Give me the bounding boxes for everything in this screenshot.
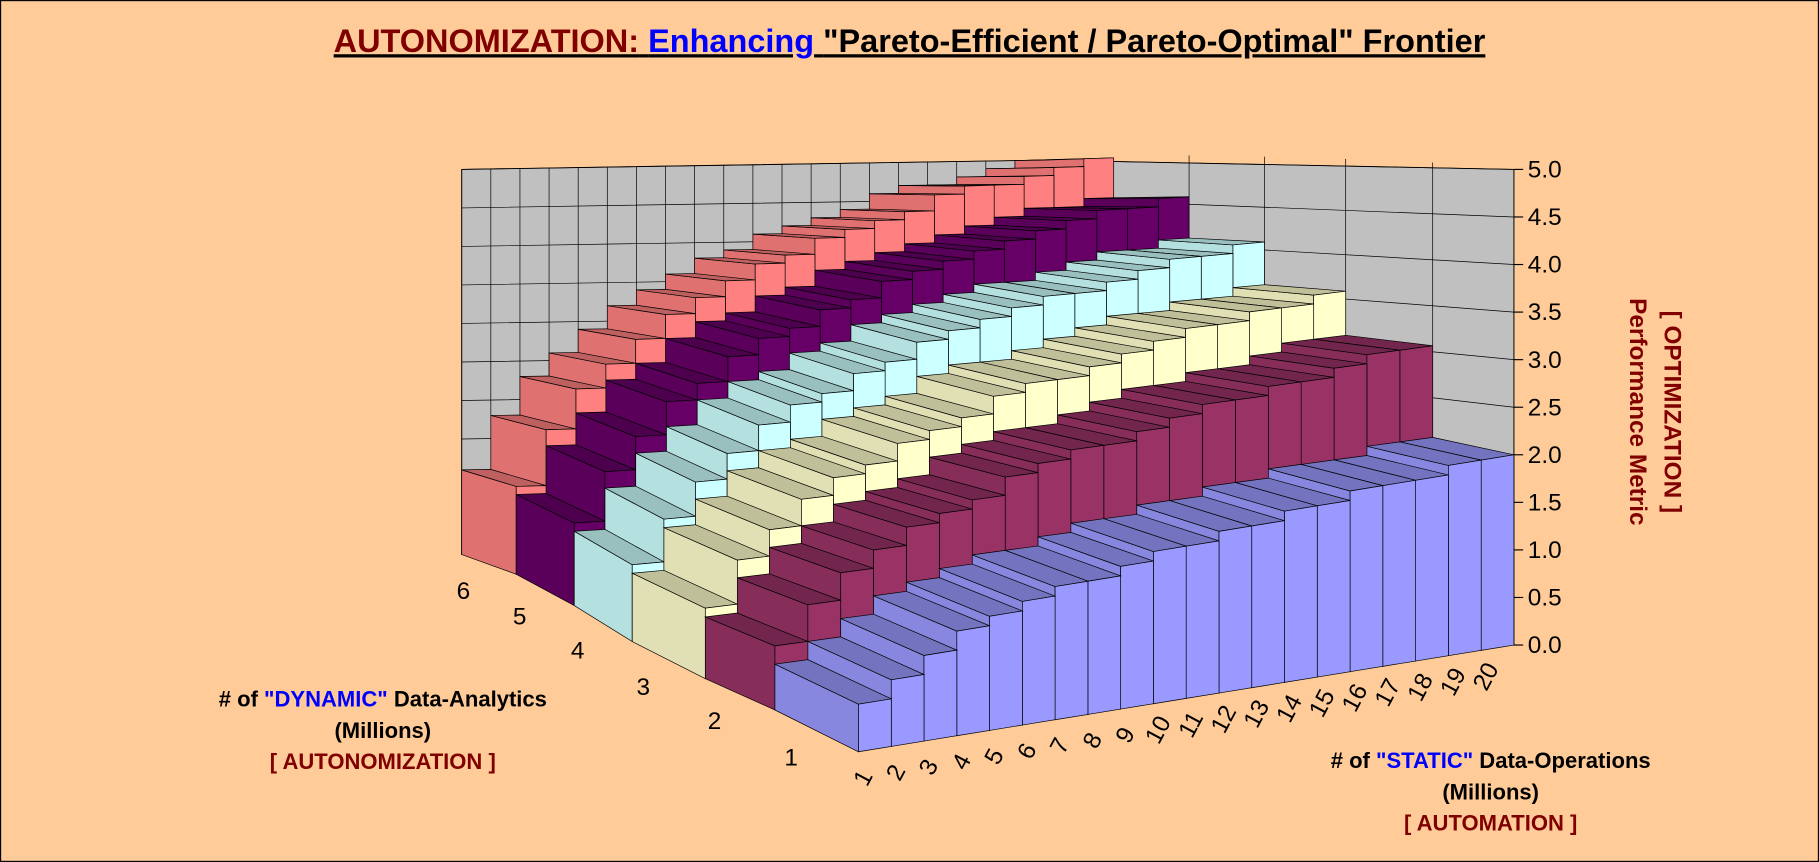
depth-tick-label: 6: [457, 578, 471, 605]
depth-tick-label: 1: [784, 745, 798, 772]
y-axis-label: Performance Metric: [1624, 298, 1651, 525]
y-axis-label: [ OPTIMIZATION ]: [1659, 311, 1686, 514]
x-axis-label-part: "STATIC": [1376, 748, 1473, 773]
depth-axis-label: [ AUTONOMIZATION ]: [270, 749, 496, 774]
bar-front: [923, 649, 958, 742]
y-tick-label: 1.5: [1528, 489, 1562, 516]
depth-tick-label: 5: [513, 604, 527, 631]
x-axis-label: [ AUTOMATION ]: [1404, 811, 1577, 836]
chart-title-part: Enhancing: [648, 23, 814, 59]
bar-front: [989, 610, 1023, 731]
y-tick-label: 0.5: [1528, 585, 1562, 612]
bar-front: [956, 625, 990, 737]
y-tick-label: 1.0: [1528, 537, 1562, 564]
depth-tick-label: 2: [708, 708, 722, 735]
y-tick-label: 4.0: [1528, 252, 1562, 279]
depth-axis-label: # of "DYNAMIC" Data-Analytics: [219, 687, 547, 712]
bar-front: [1448, 459, 1482, 657]
bar-front: [1153, 545, 1187, 705]
chart-title-part: "Pareto-Efficient / Pareto-Optimal" Fron…: [823, 23, 1486, 59]
depth-axis-label-part: [ AUTONOMIZATION ]: [270, 749, 496, 774]
bar-front: [858, 698, 892, 753]
x-axis-label-part: Data-Operations: [1479, 748, 1650, 773]
bar-front: [1087, 575, 1121, 715]
bar-front: [1218, 525, 1253, 694]
x-axis-label: # of "STATIC" Data-Operations: [1331, 748, 1651, 773]
depth-axis-label-part: Data-Analytics: [394, 687, 547, 712]
y-tick-label: 3.5: [1528, 299, 1562, 326]
x-axis-label-part: # of: [1331, 748, 1371, 773]
y-tick-label: 5.0: [1528, 157, 1562, 184]
y-tick-label: 3.0: [1528, 347, 1562, 374]
bar-front: [1054, 580, 1089, 721]
depth-axis-label: (Millions): [334, 718, 431, 743]
x-axis-label-part: (Millions): [1442, 779, 1539, 804]
y-tick-label: 2.5: [1528, 394, 1562, 421]
y-tick-label: 4.5: [1528, 204, 1562, 231]
bar-front: [1185, 540, 1220, 699]
bar-front: [1382, 479, 1416, 667]
y-tick-label: 2.0: [1528, 442, 1562, 469]
bar-front: [1415, 474, 1449, 662]
depth-tick-label: 4: [571, 637, 585, 664]
chart-title: AUTONOMIZATION: Enhancing "Pareto-Effici…: [334, 23, 1486, 59]
bar-front: [890, 674, 925, 747]
depth-tick-label: 3: [636, 674, 650, 701]
bars: [461, 157, 1515, 753]
bar-front: [1349, 485, 1384, 673]
depth-axis-label-part: # of: [219, 687, 259, 712]
y-tick-label: 0.0: [1528, 632, 1562, 659]
bar-front: [1480, 454, 1515, 651]
bar-front: [1251, 520, 1285, 689]
bar-front: [1120, 560, 1154, 710]
bar-front: [1284, 505, 1318, 683]
depth-axis-label-part: (Millions): [334, 718, 431, 743]
x-axis-label: (Millions): [1442, 779, 1539, 804]
depth-axis-label-part: "DYNAMIC": [264, 687, 388, 712]
labels: 0.00.51.01.52.02.53.03.54.04.55.01 2 3 4 5 6 7…: [219, 23, 1686, 835]
x-axis-label-part: [ AUTOMATION ]: [1404, 811, 1577, 836]
bar-front: [1022, 595, 1056, 726]
bar-front: [1316, 500, 1351, 678]
chart-title-part: AUTONOMIZATION:: [334, 23, 639, 59]
